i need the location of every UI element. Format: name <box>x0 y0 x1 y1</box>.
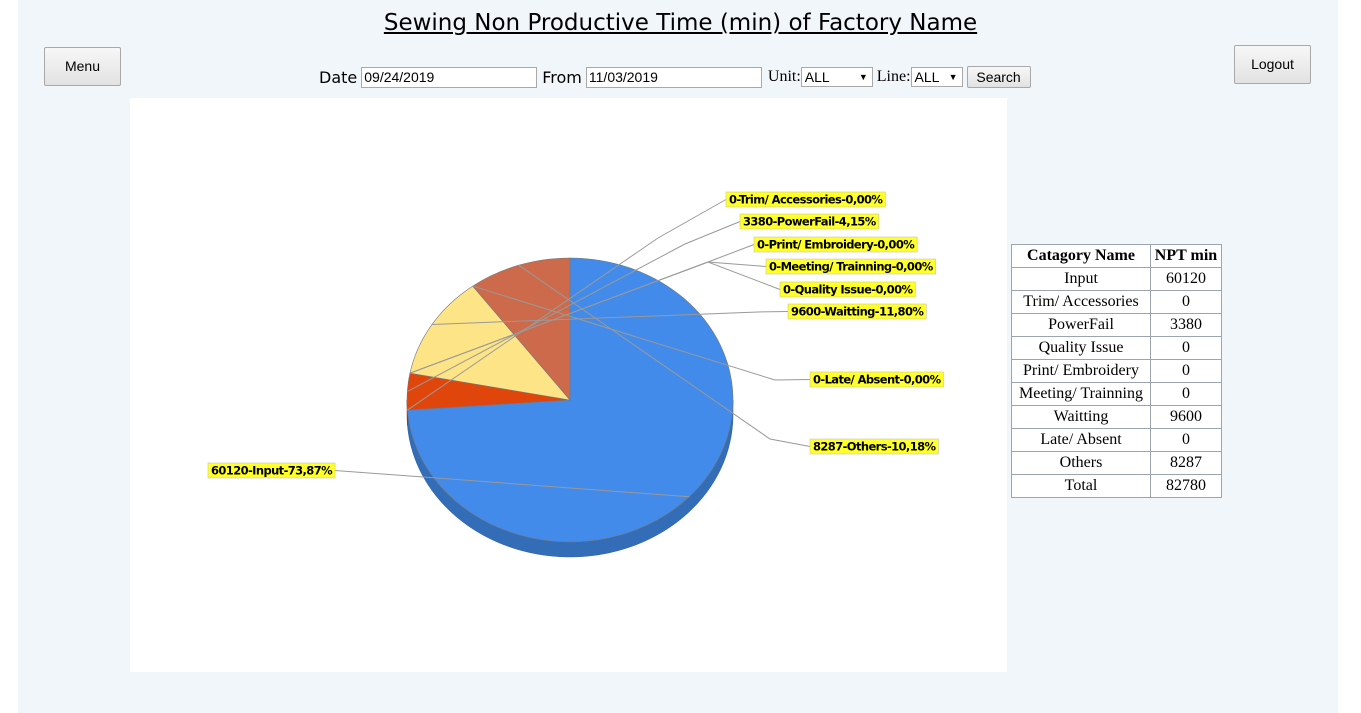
data-label-box-others <box>809 438 939 455</box>
category-cell: Trim/ Accessories <box>1011 290 1151 314</box>
npt-cell: 60120 <box>1150 267 1222 291</box>
data-label-late-absent: 0-Late/ Absent-0,00% <box>813 373 942 387</box>
pie-chart: 60120-Input-73,87% 0-Trim/ Accessories-0,… <box>207 191 944 558</box>
data-label-box-quality-issue <box>779 281 916 298</box>
pie-chart-panel: 60120-Input-73,87% 0-Trim/ Accessories-0,… <box>130 98 1007 672</box>
total-value-cell: 82780 <box>1150 474 1222 498</box>
data-label-print-embroidery: 0-Print/ Embroidery-0,00% <box>757 238 915 252</box>
category-cell: Print/ Embroidery <box>1011 359 1151 383</box>
leader-line-powerfail <box>407 221 741 393</box>
data-label-meeting-trainning: 0-Meeting/ Trainning-0,00% <box>769 260 934 274</box>
category-cell: Others <box>1011 451 1151 475</box>
data-label-input: 60120-Input-73,87% <box>211 464 333 478</box>
total-label-cell: Total <box>1011 474 1151 498</box>
category-cell: Input <box>1011 267 1151 291</box>
data-label-box-late-absent <box>809 371 944 388</box>
data-label-box-trim-accessories <box>725 191 886 208</box>
table-row: Quality Issue 0 <box>1011 336 1222 360</box>
npt-cell: 0 <box>1150 336 1222 360</box>
page-title: Sewing Non Productive Time (min) of Fact… <box>383 10 978 36</box>
line-select-value: ALL <box>914 69 940 85</box>
leader-line-quality-issue <box>409 261 781 374</box>
unit-select-value: ALL <box>804 69 830 85</box>
category-cell: Meeting/ Trainning <box>1011 382 1151 406</box>
dropdown-arrow-icon: ▼ <box>948 72 958 82</box>
data-label-trim-accessories: 0-Trim/ Accessories-0,00% <box>729 193 883 207</box>
table-row: Others 8287 <box>1011 451 1222 475</box>
table-row: Waitting 9600 <box>1011 405 1222 429</box>
npt-cell: 0 <box>1150 359 1222 383</box>
data-label-box-print-embroidery <box>753 236 918 253</box>
data-label-box-meeting-trainning <box>765 258 936 275</box>
search-button[interactable]: Search <box>966 66 1031 88</box>
from-label: From <box>542 67 582 87</box>
data-label-box-powerfail <box>739 213 880 230</box>
line-label: Line: <box>876 68 911 85</box>
date-label: Date <box>319 67 358 87</box>
header-npt-min: NPT min <box>1150 244 1222 268</box>
from-date-input[interactable]: 11/03/2019 <box>585 66 762 88</box>
data-label-box-input <box>207 462 336 479</box>
category-cell: Late/ Absent <box>1011 428 1151 452</box>
npt-cell: 0 <box>1150 290 1222 314</box>
data-label-box-waitting <box>787 303 927 320</box>
table-row: Meeting/ Trainning 0 <box>1011 382 1222 406</box>
category-cell: Waitting <box>1011 405 1151 429</box>
table-total-row: Total 82780 <box>1011 474 1222 498</box>
data-label-others: 8287-Others-10,18% <box>813 440 937 454</box>
unit-select[interactable]: ALL ▼ <box>800 67 873 87</box>
data-label-quality-issue: 0-Quality Issue-0,00% <box>783 283 913 297</box>
leader-line-waitting <box>431 311 789 326</box>
unit-label: Unit: <box>767 68 801 85</box>
table-row: Input 60120 <box>1011 267 1222 291</box>
header-category: Catagory Name <box>1011 244 1151 268</box>
npt-cell: 0 <box>1150 428 1222 452</box>
date-input[interactable]: 09/24/2019 <box>361 66 538 88</box>
leader-line-late-absent <box>472 285 811 381</box>
category-cell: Quality Issue <box>1011 336 1151 360</box>
table-row: Trim/ Accessories 0 <box>1011 290 1222 314</box>
leader-line-trim-accessories <box>407 199 727 411</box>
table-row: PowerFail 3380 <box>1011 313 1222 337</box>
table-header-row: Catagory Name NPT min <box>1011 244 1222 268</box>
leader-line-input <box>335 470 690 498</box>
npt-summary-table: Catagory Name NPT min Input 60120 Trim/ A… <box>1011 244 1222 498</box>
dropdown-arrow-icon: ▼ <box>858 72 868 82</box>
logout-button[interactable]: Logout <box>1234 45 1311 84</box>
data-label-powerfail: 3380-PowerFail-4,15% <box>743 215 877 229</box>
npt-cell: 0 <box>1150 382 1222 406</box>
menu-button[interactable]: Menu <box>44 47 121 86</box>
filter-bar: Date 09/24/2019 From 11/03/2019 Unit: AL… <box>319 66 1031 88</box>
table-row: Late/ Absent 0 <box>1011 428 1222 452</box>
leader-line-others <box>518 264 811 447</box>
npt-cell: 9600 <box>1150 405 1222 429</box>
data-label-waitting: 9600-Waitting-11,80% <box>791 305 924 319</box>
npt-cell: 3380 <box>1150 313 1222 337</box>
table-row: Print/ Embroidery 0 <box>1011 359 1222 383</box>
npt-cell: 8287 <box>1150 451 1222 475</box>
category-cell: PowerFail <box>1011 313 1151 337</box>
line-select[interactable]: ALL ▼ <box>910 67 963 87</box>
